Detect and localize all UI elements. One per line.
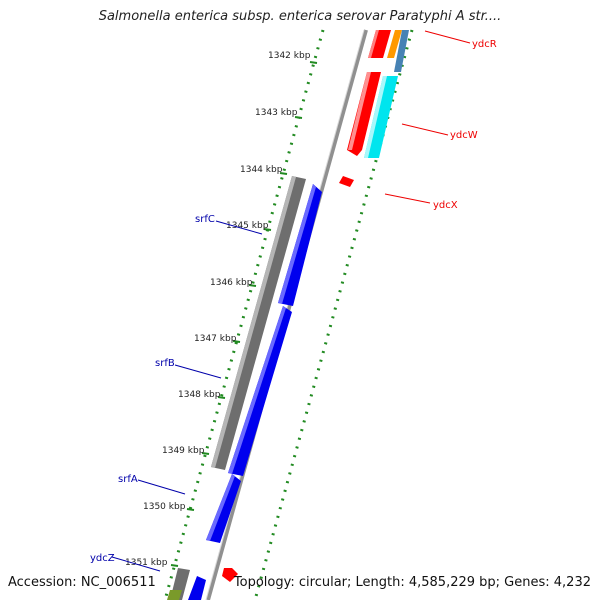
gene-label-srfA[interactable]: srfA: [118, 474, 138, 485]
steelblue-feature[interactable]: [394, 30, 409, 72]
gene-ydcX-feature[interactable]: [339, 176, 354, 187]
gene-ydcR-shade: [368, 30, 379, 58]
gene-ydcW-cyan-shade: [364, 76, 387, 158]
tick-label: 1345 kbp: [226, 221, 269, 231]
tick-label: 1346 kbp: [210, 278, 253, 288]
gene-srfC-shade: [278, 184, 316, 304]
tick-marks: [170, 61, 318, 567]
tick-label: 1348 kbp: [178, 390, 221, 400]
gene-label-ydcW[interactable]: ydcW: [450, 130, 478, 141]
leader-ydcX: [384, 193, 431, 204]
leader-ydcR: [424, 30, 471, 44]
tick-label: 1347 kbp: [194, 334, 237, 344]
leader-srfC: [215, 220, 263, 235]
gene-srfA-shade: [206, 474, 235, 541]
map-title: Salmonella enterica subsp. enterica sero…: [98, 9, 502, 24]
tick-label: 1349 kbp: [162, 446, 205, 456]
tick-label: 1342 kbp: [268, 51, 311, 61]
tick-label: 1344 kbp: [240, 165, 283, 175]
orange-feature[interactable]: [387, 30, 402, 58]
gene-label-ydcX[interactable]: ydcX: [433, 200, 458, 211]
tick-label: 1343 kbp: [255, 108, 298, 118]
leader-srfA: [137, 479, 186, 495]
gene-label-ydcZ[interactable]: ydcZ: [90, 553, 115, 564]
accession-text: Accession: NC_006511: [8, 575, 156, 590]
leader-ydcZ: [111, 556, 161, 572]
gene-ydcR-feature[interactable]: [368, 30, 391, 58]
olive-feature[interactable]: [167, 590, 182, 600]
gene-ydcZ-feature[interactable]: [188, 576, 206, 600]
topology-text: Topology: circular; Length: 4,585,229 bp…: [233, 575, 591, 590]
red-arrow-feature[interactable]: [222, 568, 238, 582]
gene-srfB-shade: [228, 306, 286, 474]
tick-label: 1350 kbp: [143, 502, 186, 512]
gray-feature-shade: [211, 176, 296, 468]
gene-label-srfB[interactable]: srfB: [155, 358, 175, 369]
leader-ydcW: [401, 123, 449, 136]
leader-srfB: [174, 364, 222, 379]
gene-ydcW-red-shade: [348, 72, 371, 150]
outer-dotted-ring: [163, 29, 325, 600]
gene-label-ydcR[interactable]: ydcR: [472, 39, 497, 50]
tick-label: 1351 kbp: [125, 558, 168, 568]
gene-label-srfC[interactable]: srfC: [195, 214, 215, 225]
